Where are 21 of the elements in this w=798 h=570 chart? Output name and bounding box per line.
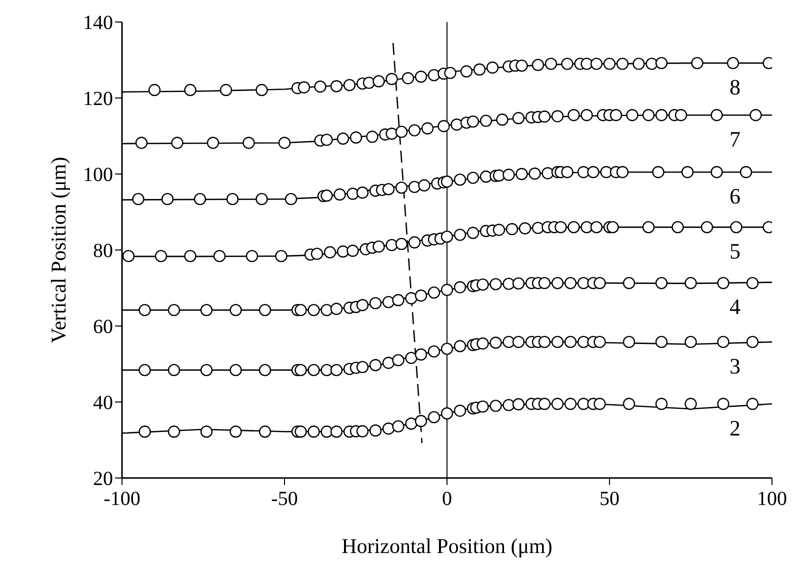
series-label: 8	[730, 74, 740, 100]
series-label: 5	[730, 238, 740, 264]
x-tick-label: 50	[600, 488, 620, 510]
series-label: 6	[730, 184, 740, 209]
y-tick-label: 80	[93, 240, 113, 262]
x-tick-label: -100	[104, 488, 140, 510]
y-tick-label: 40	[93, 392, 113, 414]
y-axis-title: Vertical Position (μm)	[46, 156, 70, 344]
x-axis-title: Horizontal Position (μm)	[342, 534, 552, 558]
y-tick-label: 60	[93, 316, 113, 338]
y-tick-label: 120	[83, 88, 113, 110]
series-label: 4	[730, 294, 740, 319]
series-label: 3	[730, 353, 740, 378]
x-tick-label: 100	[757, 488, 787, 510]
series-label: 2	[730, 415, 740, 440]
x-tick-label: -50	[271, 488, 298, 510]
y-tick-label: 140	[83, 12, 113, 34]
series-label: 7	[730, 126, 740, 152]
y-tick-label: 100	[83, 164, 113, 186]
y-tick-label: 20	[93, 468, 113, 490]
x-tick-label: 0	[442, 488, 452, 510]
